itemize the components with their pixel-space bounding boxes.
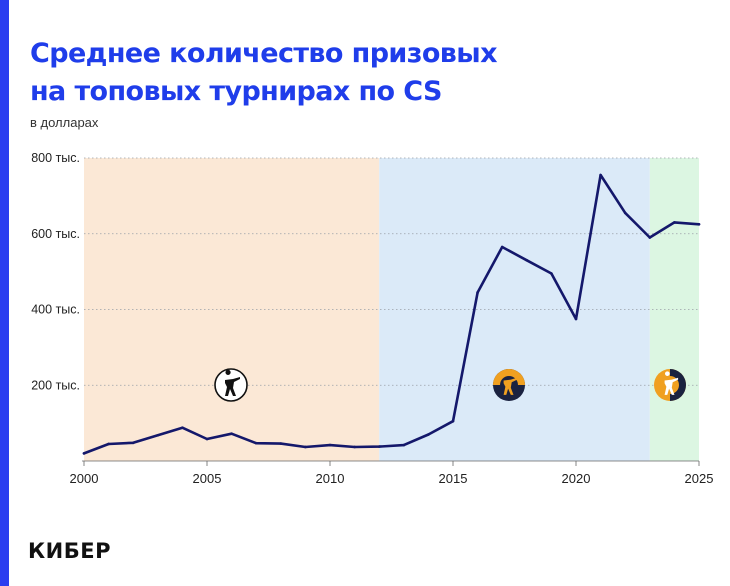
data-point xyxy=(205,437,209,441)
y-tick-label: 200 тыс. xyxy=(31,378,80,392)
series-layer xyxy=(82,173,701,455)
title-line-1: Среднее количество призовых xyxy=(30,38,498,69)
era-icons xyxy=(214,368,686,402)
data-point xyxy=(673,221,676,224)
x-tick-label: 2015 xyxy=(439,471,468,486)
data-point xyxy=(156,433,160,437)
data-point xyxy=(328,443,332,447)
data-point xyxy=(525,258,529,262)
x-tick-label: 2020 xyxy=(562,471,591,486)
cs2-logo-icon xyxy=(654,369,686,401)
soldier-shape xyxy=(225,369,240,396)
x-axis-ticks: 2000 2005 2010 2015 2020 2025 xyxy=(70,461,714,486)
icon-ring-accent xyxy=(493,369,525,385)
data-point xyxy=(648,236,652,239)
soldier-shape xyxy=(503,371,518,395)
data-point xyxy=(599,173,602,177)
y-tick-label: 800 тыс. xyxy=(31,151,80,165)
data-point xyxy=(623,211,627,215)
y-tick-label: 400 тыс. xyxy=(31,303,80,317)
y-axis-ticks: 200 тыс. 400 тыс. 600 тыс. 800 тыс. xyxy=(31,151,80,392)
x-tick-label: 2000 xyxy=(70,471,99,486)
data-point xyxy=(254,441,258,445)
data-point xyxy=(500,245,504,249)
series-line-1 xyxy=(82,173,701,455)
data-point xyxy=(402,443,406,447)
data-point xyxy=(550,272,553,275)
chart-title: Среднее количество призовых на топовых т… xyxy=(30,35,498,111)
era-band-3 xyxy=(649,158,699,461)
x-tick-label: 2005 xyxy=(193,471,222,486)
gridlines xyxy=(82,157,699,462)
chart-subtitle: в долларах xyxy=(30,115,99,130)
data-point xyxy=(377,445,381,448)
accent-bar xyxy=(0,0,9,586)
soldier-shape xyxy=(664,371,679,395)
y-tick-label: 600 тыс. xyxy=(31,227,80,241)
data-point xyxy=(131,441,135,445)
data-point xyxy=(353,445,356,449)
icon-ring-accent xyxy=(670,369,686,401)
x-tick-label: 2010 xyxy=(316,471,345,486)
title-line-2: на топовых турнирах по CS xyxy=(30,76,442,107)
data-point xyxy=(82,452,86,455)
data-point xyxy=(451,419,455,423)
brand-logo: КИБЕР xyxy=(28,539,111,563)
data-point xyxy=(304,445,307,449)
counter-strike-1.6-logo-icon xyxy=(214,368,248,402)
x-tick-label: 2025 xyxy=(685,471,714,486)
data-point xyxy=(427,433,430,436)
data-point xyxy=(476,291,479,294)
data-point xyxy=(181,426,184,429)
data-point xyxy=(279,442,283,445)
data-point xyxy=(230,432,233,436)
cs-go-logo-icon xyxy=(493,369,525,401)
data-point xyxy=(697,222,701,226)
data-point xyxy=(107,442,110,446)
data-point xyxy=(574,317,578,321)
